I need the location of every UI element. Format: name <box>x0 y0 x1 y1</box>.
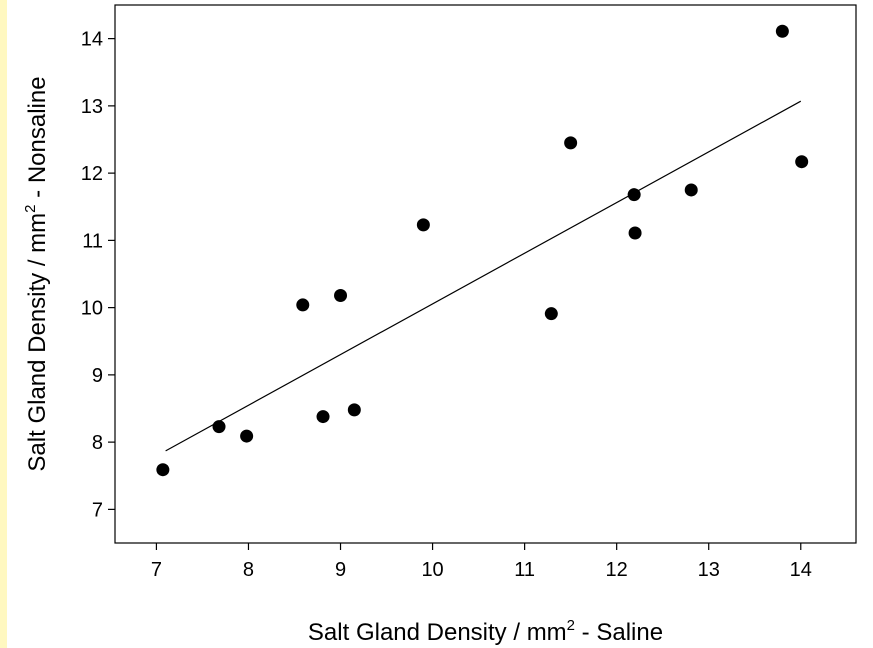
data-point <box>334 289 348 303</box>
x-tick-label: 8 <box>243 559 254 581</box>
data-point <box>296 298 310 312</box>
x-axis-title: Salt Gland Density / mm2 - Saline <box>308 617 663 646</box>
regression-line <box>165 100 802 452</box>
y-tick-label: 12 <box>81 163 103 185</box>
data-point <box>416 218 430 232</box>
x-tick-label: 11 <box>514 559 535 581</box>
x-axis-title-suffix: - Saline <box>575 619 663 646</box>
y-tick-label: 13 <box>81 96 103 118</box>
data-point <box>544 307 558 321</box>
plot-frame <box>114 4 857 544</box>
data-point <box>212 420 226 434</box>
data-point <box>156 463 170 477</box>
y-axis-title-superscript: 2 <box>22 204 39 212</box>
data-point <box>684 183 698 197</box>
data-point <box>628 226 642 240</box>
left-stripe <box>0 0 7 648</box>
data-point <box>775 24 789 38</box>
y-axis: 7 8 9 10 11 12 13 14 <box>81 29 115 521</box>
x-axis: 7 8 9 10 11 12 13 14 <box>151 543 812 581</box>
data-point <box>316 410 330 424</box>
data-point <box>795 155 809 169</box>
x-tick-label: 13 <box>698 559 720 581</box>
x-axis-title-prefix: Salt Gland Density / mm <box>308 619 567 646</box>
y-tick-label: 8 <box>92 432 103 454</box>
data-point <box>347 403 361 417</box>
x-tick-label: 14 <box>790 559 812 581</box>
x-tick-label: 12 <box>606 559 628 581</box>
x-tick-label: 9 <box>335 559 346 581</box>
y-axis-title-prefix: Salt Gland Density / mm <box>24 213 51 472</box>
data-point <box>240 429 254 443</box>
data-points <box>156 24 809 477</box>
x-axis-title-superscript: 2 <box>567 617 575 634</box>
y-tick-label: 9 <box>92 365 103 387</box>
x-tick-label: 7 <box>151 559 162 581</box>
data-point <box>627 188 641 202</box>
y-tick-label: 14 <box>81 29 103 51</box>
y-axis-title-suffix: - Nonsaline <box>24 76 51 204</box>
data-point <box>564 136 578 150</box>
y-tick-label: 11 <box>82 230 103 252</box>
y-axis-title: Salt Gland Density / mm2 - Nonsaline <box>22 76 51 471</box>
y-tick-label: 10 <box>81 298 103 320</box>
x-tick-label: 10 <box>421 559 443 581</box>
y-tick-label: 7 <box>92 499 103 521</box>
